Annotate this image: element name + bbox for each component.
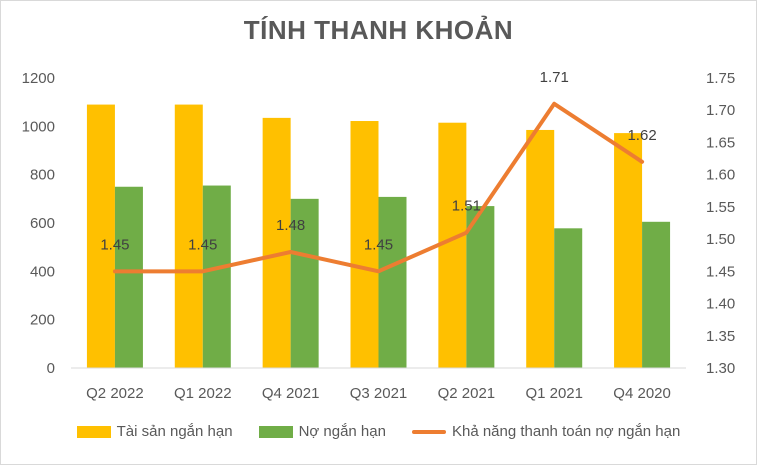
data-label-kha-nang: 1.45 (364, 236, 393, 253)
chart-title: TÍNH THANH KHOẢN (243, 15, 514, 45)
bar-no-ngan-han (290, 198, 319, 368)
bar-tai-san (174, 104, 203, 368)
y-right-tick-label: 1.45 (706, 263, 735, 280)
x-tick-label: Q2 2021 (438, 385, 496, 402)
y-right-tick-label: 1.35 (706, 328, 735, 345)
data-label-kha-nang: 1.62 (627, 127, 656, 144)
legend-label-no-ngan-han: Nợ ngắn hạn (298, 423, 386, 440)
y-left-tick-label: 600 (30, 215, 55, 232)
legend-item-tai-san: Tài sản ngắn hạn (76, 423, 233, 440)
data-label-kha-nang: 1.51 (452, 198, 481, 215)
x-tick-label: Q2 2022 (86, 385, 144, 402)
bar-no-ngan-han (114, 186, 143, 368)
x-tick-label: Q1 2021 (525, 385, 583, 402)
bar-tai-san (262, 117, 291, 368)
x-tick-label: Q4 2020 (613, 385, 671, 402)
y-right-tick-label: 1.65 (706, 134, 735, 151)
bar-no-ngan-han (554, 228, 583, 368)
y-right-tick-label: 1.70 (706, 102, 735, 119)
y-right-tick-label: 1.75 (706, 70, 735, 87)
bar-no-ngan-han (378, 196, 407, 368)
legend-item-no-ngan-han: Nợ ngắn hạn (258, 423, 386, 440)
bar-tai-san (438, 122, 467, 368)
bar-tai-san (526, 129, 555, 368)
y-left-tick-label: 1000 (22, 118, 55, 135)
y-right-tick-label: 1.40 (706, 296, 735, 313)
bar-tai-san (614, 133, 643, 368)
y-right-tick-label: 1.60 (706, 167, 735, 184)
data-label-kha-nang: 1.71 (540, 69, 569, 86)
legend-item-kha-nang: Khả năng thanh toán nợ ngắn hạn (411, 423, 681, 440)
bar-no-ngan-han (202, 185, 231, 368)
line-kha-nang (112, 101, 645, 274)
bar-no-ngan-han (642, 221, 671, 368)
legend-label-kha-nang: Khả năng thanh toán nợ ngắn hạn (451, 423, 681, 440)
data-label-kha-nang: 1.48 (276, 217, 305, 234)
chart-legend: Tài sản ngắn hạn Nợ ngắn hạn Khả năng th… (1, 423, 756, 440)
data-label-kha-nang: 1.45 (100, 236, 129, 253)
data-label-kha-nang: 1.45 (188, 236, 217, 253)
bar-tai-san (86, 104, 115, 368)
y-left-tick-label: 200 (30, 312, 55, 329)
bar-tai-san (350, 121, 379, 369)
chart-plot: 0 200 400 600 800 1000 1200 1.30 1.35 1.40 1.45 1.5… (22, 69, 736, 402)
legend-swatch-tai-san (76, 425, 111, 438)
y-right-tick-label: 1.50 (706, 231, 735, 248)
legend-swatch-no-ngan-han (258, 425, 293, 438)
x-tick-label: Q3 2021 (350, 385, 408, 402)
y-left-tick-label: 400 (30, 263, 55, 280)
x-tick-label: Q4 2021 (262, 385, 320, 402)
y-left-tick-label: 0 (47, 360, 55, 377)
y-left-tick-label: 1200 (22, 70, 55, 87)
legend-label-tai-san: Tài sản ngắn hạn (116, 423, 233, 440)
y-right-tick-label: 1.55 (706, 199, 735, 216)
x-tick-label: Q1 2022 (174, 385, 232, 402)
legend-swatch-kha-nang (411, 429, 446, 434)
y-left-tick-label: 800 (30, 167, 55, 184)
y-right-tick-label: 1.30 (706, 360, 735, 377)
bar-no-ngan-han (466, 206, 495, 368)
